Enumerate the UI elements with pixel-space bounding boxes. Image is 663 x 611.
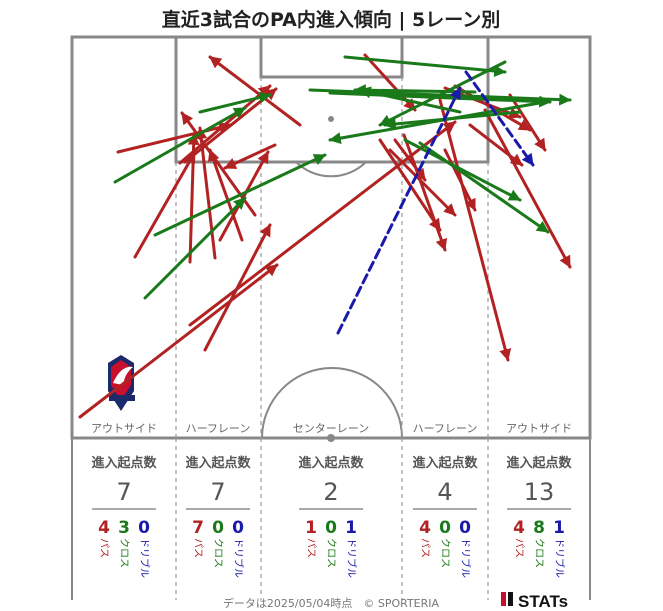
lane-stat-total: 2 bbox=[323, 478, 338, 506]
legend-cross-label: クロス bbox=[533, 538, 545, 568]
legend-pass-label: パス bbox=[192, 538, 204, 558]
lane-stat-dribble: 0 bbox=[232, 518, 244, 538]
lane-stats-2: 進入起点数 2 1 0 1 パス クロス ドリブル bbox=[298, 455, 364, 578]
lane-stat-dribble: 0 bbox=[138, 518, 150, 538]
lane-stat-total: 7 bbox=[116, 478, 131, 506]
pass-arrow-25 bbox=[223, 143, 277, 170]
cross-arrow-2 bbox=[153, 153, 327, 237]
pass-arrow-22 bbox=[443, 148, 477, 212]
lane-stat-cross: 8 bbox=[533, 518, 545, 538]
pass-arrow-20 bbox=[468, 123, 524, 167]
lane-stats-3: 進入起点数 4 4 0 0 パス クロス ドリブル bbox=[412, 455, 478, 578]
center-spot bbox=[327, 434, 335, 442]
lane-stat-dribble: 1 bbox=[345, 518, 357, 538]
club-crest-logo bbox=[108, 355, 135, 411]
dribble-arrow-1 bbox=[464, 70, 535, 167]
pass-arrow-14 bbox=[402, 133, 448, 252]
pass-arrow-0 bbox=[78, 263, 279, 419]
penalty-spot bbox=[328, 116, 334, 122]
lane-stat-pass: 7 bbox=[192, 518, 204, 538]
cross-arrow-4 bbox=[343, 55, 507, 77]
cross-arrow-10 bbox=[378, 60, 507, 127]
lane-label-halfspace-right: ハーフレーン bbox=[413, 422, 478, 435]
dribble-arrow-0 bbox=[336, 86, 462, 335]
lane-stats-4: 進入起点数 13 4 8 1 パス クロス ドリブル bbox=[506, 455, 572, 578]
lane-stat-cross: 0 bbox=[212, 518, 224, 538]
legend-pass-label: パス bbox=[419, 538, 431, 558]
lane-stat-dribble: 1 bbox=[553, 518, 565, 538]
brand-name: STATs bbox=[518, 592, 568, 611]
lane-stat-pass: 4 bbox=[513, 518, 525, 538]
legend-pass-label: パス bbox=[305, 538, 317, 558]
lane-stat-cross: 0 bbox=[439, 518, 451, 538]
lane-label-halfspace-left: ハーフレーン bbox=[186, 422, 251, 435]
legend-cross-label: クロス bbox=[212, 538, 224, 568]
legend-dribble-label: ドリブル bbox=[232, 538, 245, 578]
lane-stat-total: 4 bbox=[437, 478, 452, 506]
lane-label-center: センターレーン bbox=[293, 422, 369, 435]
legend-dribble-label: ドリブル bbox=[553, 538, 566, 578]
lane-stat-header: 進入起点数 bbox=[91, 455, 157, 471]
lane-stat-dribble: 0 bbox=[459, 518, 471, 538]
lane-stat-total: 13 bbox=[524, 478, 555, 506]
legend-pass-label: パス bbox=[513, 538, 525, 558]
lane-stat-pass: 4 bbox=[98, 518, 110, 538]
pass-arrow-6 bbox=[133, 150, 197, 259]
lane-stat-total: 7 bbox=[210, 478, 225, 506]
cross-arrow-12 bbox=[358, 86, 462, 114]
chart-title: 直近3試合のPA内進入傾向 | 5レーン別 bbox=[162, 8, 501, 31]
cross-arrow-0 bbox=[113, 106, 247, 184]
legend-dribble-label: ドリブル bbox=[138, 538, 151, 578]
pass-arrow-7 bbox=[116, 121, 232, 154]
pass-arrow-8 bbox=[207, 148, 244, 242]
pass-arrow-13 bbox=[378, 138, 442, 232]
lane-stat-header: 進入起点数 bbox=[506, 455, 572, 471]
pass-arrow-23 bbox=[393, 138, 427, 182]
cross-arrow-1 bbox=[143, 196, 247, 300]
pass-arrow-16 bbox=[483, 108, 572, 269]
cross-arrow-8 bbox=[403, 138, 522, 202]
cross-arrow-3 bbox=[198, 91, 272, 114]
lane-stat-header: 進入起点数 bbox=[412, 455, 478, 471]
legend-dribble-label: ドリブル bbox=[345, 538, 358, 578]
lane-stat-header: 進入起点数 bbox=[298, 455, 364, 471]
legend-dribble-label: ドリブル bbox=[459, 538, 472, 578]
lane-stats-1: 進入起点数 7 7 0 0 パス クロス ドリブル bbox=[185, 455, 251, 578]
pass-arrow-19 bbox=[508, 93, 547, 152]
pass-arrow-3 bbox=[218, 150, 270, 242]
lane-stat-cross: 3 bbox=[118, 518, 130, 538]
pass-arrow-2 bbox=[203, 223, 272, 352]
lane-stat-pass: 4 bbox=[419, 518, 431, 538]
arrows-layer bbox=[78, 53, 572, 419]
pass-arrow-10 bbox=[208, 55, 302, 127]
legend-pass-label: パス bbox=[98, 538, 110, 558]
lane-label-outside-left: アウトサイド bbox=[91, 422, 157, 435]
stats-logo: STATs bbox=[501, 592, 568, 611]
lane-stat-cross: 0 bbox=[325, 518, 337, 538]
lane-label-outside-right: アウトサイド bbox=[506, 422, 572, 435]
footer-credit: データは2025/05/04時点 © SPORTERIA bbox=[223, 596, 440, 610]
legend-cross-label: クロス bbox=[118, 538, 130, 568]
legend-cross-label: クロス bbox=[325, 538, 337, 568]
pass-arrow-15 bbox=[438, 98, 512, 362]
lane-stat-pass: 1 bbox=[305, 518, 317, 538]
lane-stat-header: 進入起点数 bbox=[185, 455, 251, 471]
legend-cross-label: クロス bbox=[439, 538, 451, 568]
cross-arrow-13 bbox=[383, 110, 522, 130]
lane-stats-0: 進入起点数 7 4 3 0 パス クロス ドリブル bbox=[91, 455, 157, 578]
